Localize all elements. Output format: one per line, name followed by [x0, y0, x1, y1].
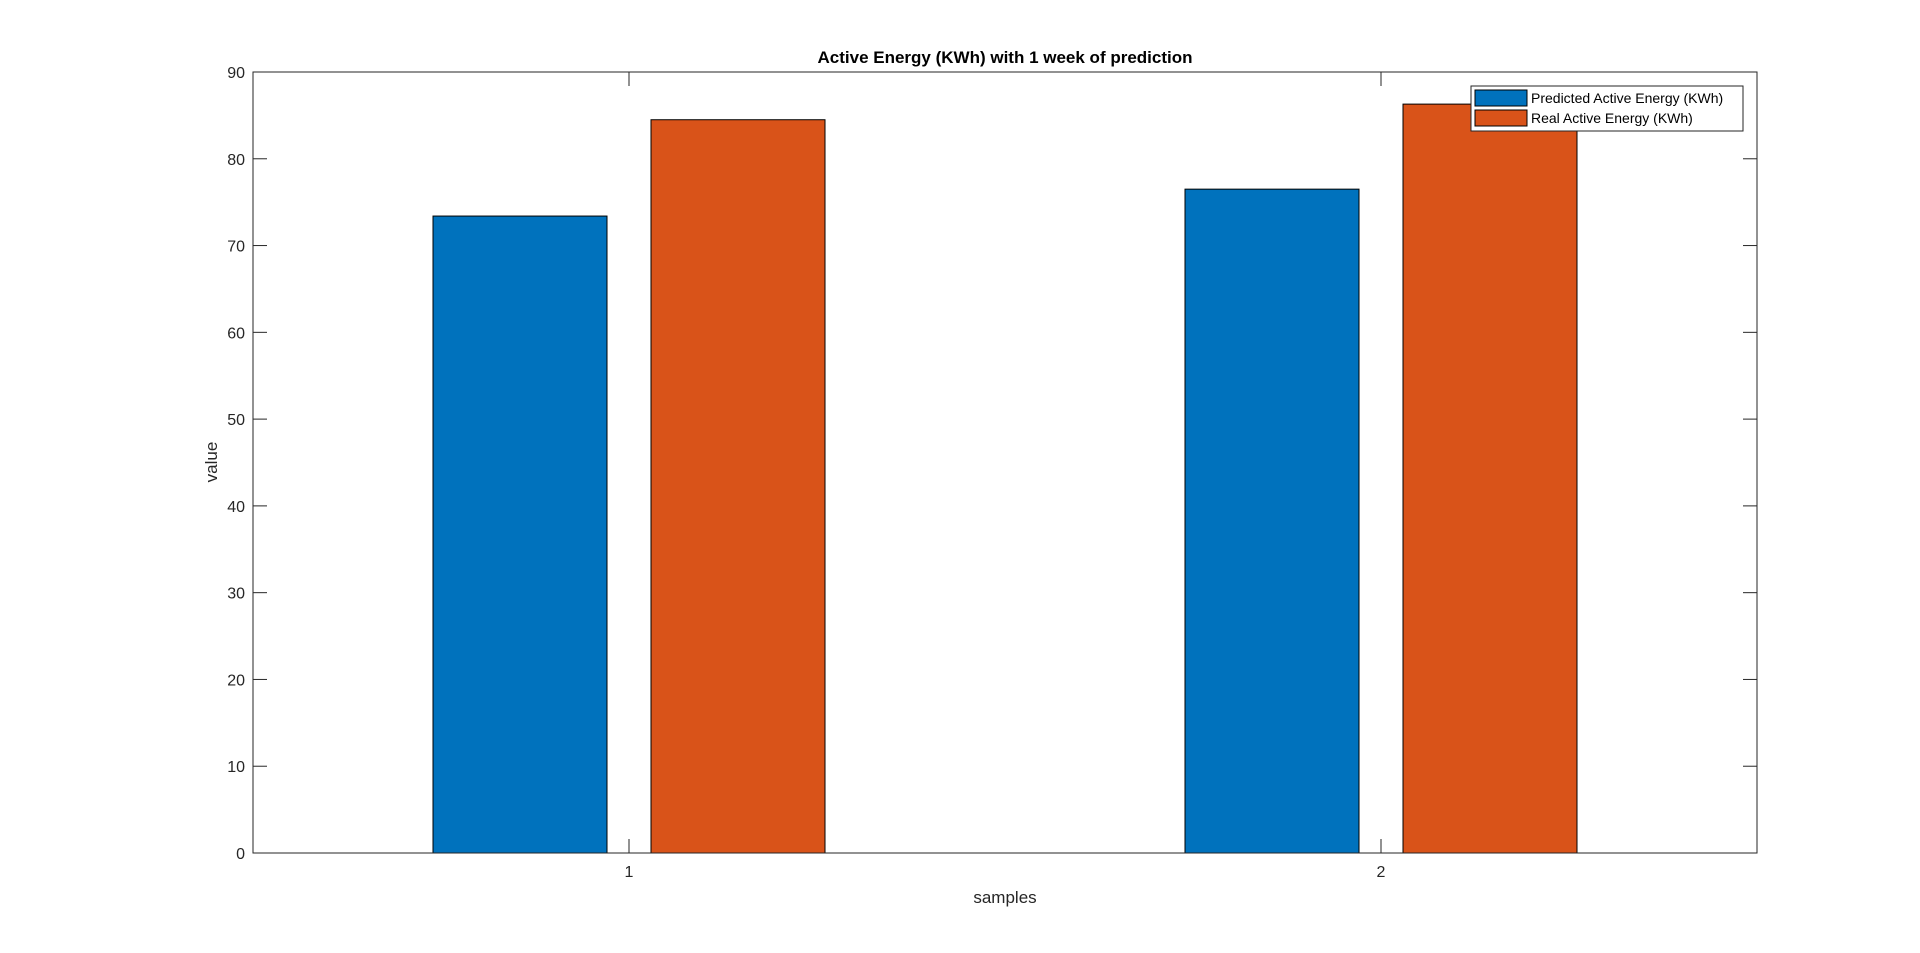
- bar-series-2-sample-2: [1402, 103, 1578, 854]
- y-tick-label: 30: [227, 586, 245, 603]
- bar-series-1-sample-2: [1184, 188, 1360, 854]
- bars-layer: [432, 103, 1578, 854]
- legend: Predicted Active Energy (KWh) Real Active…: [1470, 85, 1744, 132]
- y-tick-label: 40: [227, 499, 245, 516]
- y-tick-label: 80: [227, 152, 245, 169]
- chart-title: Active Energy (KWh) with 1 week of predi…: [818, 48, 1193, 67]
- y-tick-label: 10: [227, 759, 245, 776]
- legend-swatch-1: [1474, 89, 1528, 107]
- x-tick-label: 1: [625, 864, 634, 881]
- legend-label-2: Real Active Energy (KWh): [1531, 110, 1693, 126]
- y-axis-label: value: [202, 442, 221, 483]
- y-tick-label: 60: [227, 325, 245, 342]
- y-tick-label: 0: [236, 846, 245, 863]
- legend-label-1: Predicted Active Energy (KWh): [1531, 90, 1723, 106]
- plot-area: [252, 71, 1758, 854]
- y-tick-label: 70: [227, 239, 245, 256]
- axis-ticks-layer: 0 10 20 30 40 50 60 70 80 90 1 2: [227, 65, 1757, 881]
- y-tick-label: 90: [227, 65, 245, 82]
- bar-series-2-sample-1: [650, 119, 826, 854]
- x-axis-label: samples: [973, 888, 1036, 907]
- y-tick-label: 50: [227, 412, 245, 429]
- y-tick-label: 20: [227, 672, 245, 689]
- bar-series-1-sample-1: [432, 215, 608, 854]
- legend-swatch-2: [1474, 109, 1528, 127]
- x-tick-label: 2: [1377, 864, 1386, 881]
